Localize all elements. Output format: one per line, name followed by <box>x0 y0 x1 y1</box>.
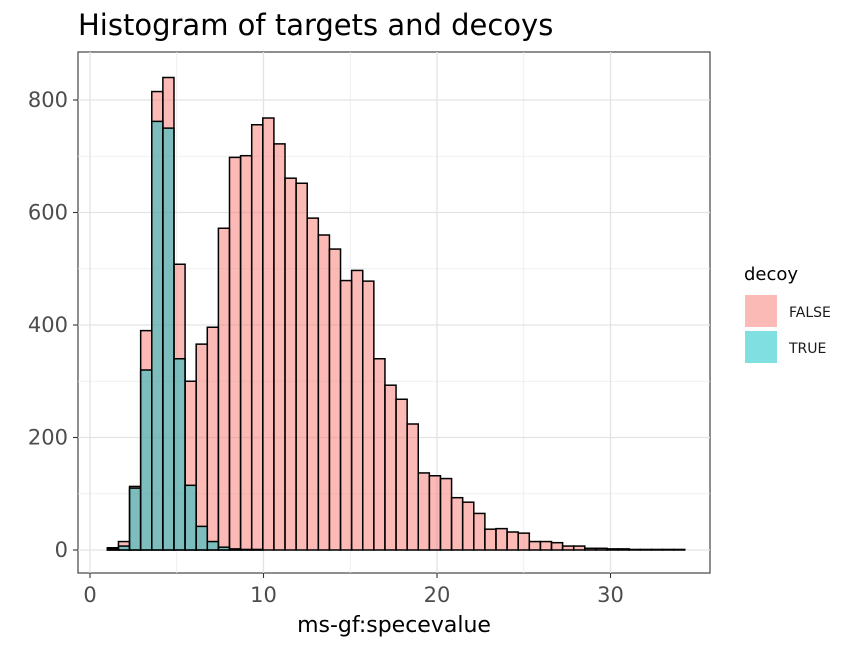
bar-false <box>217 227 231 551</box>
bar-false <box>273 143 286 551</box>
legend-swatch-true <box>745 331 777 363</box>
bar-false <box>584 547 597 551</box>
x-tick-label: 30 <box>597 583 624 607</box>
y-tick-label: 400 <box>28 313 68 337</box>
bars-true-series <box>106 120 264 551</box>
bar-false <box>239 154 253 551</box>
bar-false <box>295 182 308 551</box>
y-axis: 0 200 400 600 800 <box>28 88 78 562</box>
bar-false <box>484 528 497 551</box>
bar-true <box>162 127 175 551</box>
bar-false <box>572 545 586 551</box>
x-tick-label: 20 <box>424 583 451 607</box>
bar-true <box>117 545 131 551</box>
bar-true <box>217 546 231 551</box>
bar-true <box>195 525 209 551</box>
x-axis-title: ms-gf:specevalue <box>297 613 491 638</box>
bar-true <box>228 548 242 551</box>
bar-false <box>228 156 242 551</box>
bar-false <box>672 548 686 551</box>
bar-false <box>628 548 642 551</box>
bar-false <box>384 384 397 551</box>
bar-false <box>417 472 431 551</box>
bar-false <box>550 541 564 551</box>
bar-true <box>250 548 264 551</box>
bar-true <box>173 358 186 551</box>
legend: decoy FALSE TRUE <box>744 264 831 363</box>
bar-false <box>461 501 475 551</box>
chart-title: Histogram of targets and decoys <box>78 8 553 42</box>
bar-false <box>361 280 375 551</box>
bar-false <box>350 269 364 551</box>
bar-false <box>395 398 408 551</box>
y-tick-label: 800 <box>28 88 68 112</box>
bar-false <box>617 548 630 551</box>
legend-label-true: TRUE <box>788 341 826 357</box>
bar-false <box>206 326 220 551</box>
bar-false <box>339 279 353 551</box>
y-tick-label: 200 <box>28 426 68 450</box>
bar-false <box>561 545 575 551</box>
bar-false <box>517 532 531 551</box>
legend-label-false: FALSE <box>789 305 831 321</box>
x-tick-label: 10 <box>250 583 277 607</box>
bar-false <box>539 540 553 551</box>
bar-false <box>650 548 664 551</box>
bar-false <box>284 177 297 551</box>
bar-false <box>406 423 420 551</box>
bar-false <box>606 548 619 551</box>
bar-false <box>639 548 653 551</box>
bar-false <box>262 117 275 551</box>
legend-swatch-false <box>745 295 777 327</box>
bar-false <box>317 234 331 551</box>
bar-false <box>373 358 386 551</box>
bar-false <box>450 496 464 551</box>
bar-true <box>106 548 120 551</box>
bar-false <box>661 548 675 551</box>
x-tick-label: 0 <box>83 583 96 607</box>
bar-false <box>506 531 519 551</box>
bar-false <box>250 124 264 551</box>
y-tick-label: 0 <box>55 538 68 562</box>
bar-true <box>239 548 253 551</box>
bar-false <box>595 547 608 551</box>
bar-true <box>151 120 164 551</box>
bar-false <box>473 512 486 551</box>
bar-true <box>206 540 220 551</box>
legend-title: decoy <box>744 264 798 285</box>
bar-true <box>128 487 142 551</box>
bar-true <box>184 484 197 551</box>
bar-false <box>528 540 542 551</box>
bar-false <box>439 477 453 551</box>
bar-true <box>139 369 153 551</box>
y-tick-label: 600 <box>28 201 68 225</box>
x-axis: 0 10 20 30 <box>83 573 624 607</box>
bar-false <box>306 217 320 551</box>
bar-false <box>428 475 442 551</box>
bar-false <box>328 248 342 551</box>
bar-false <box>495 527 508 551</box>
bar-false <box>195 343 209 551</box>
